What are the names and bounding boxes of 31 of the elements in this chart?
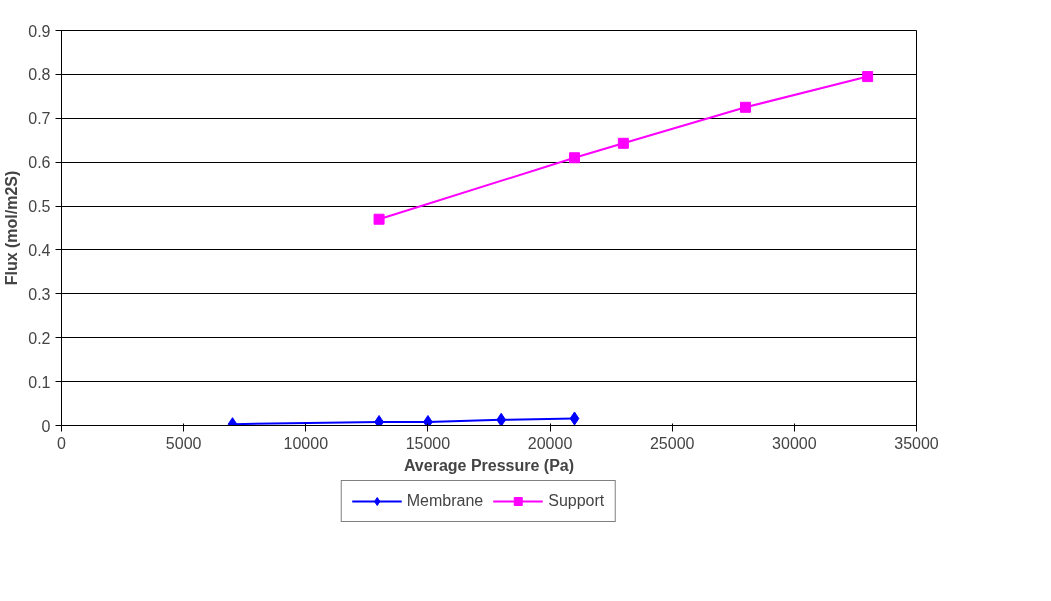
y-tick-label: 0.3 xyxy=(28,285,51,303)
point xyxy=(569,152,580,164)
y-tick-label: 0.9 xyxy=(28,22,51,40)
point xyxy=(373,213,385,225)
point xyxy=(617,137,629,149)
y-axis-title: Flux (mol/m2S) xyxy=(3,170,21,286)
y-tick-label: 0.1 xyxy=(28,373,51,391)
point xyxy=(423,414,433,426)
x-tick-label: 30000 xyxy=(772,434,817,452)
x-tick-label: 0 xyxy=(57,434,67,452)
y-tick-label: 0.7 xyxy=(28,110,51,128)
point xyxy=(569,411,580,426)
x-axis-title: Average Pressure (Pa) xyxy=(403,456,575,474)
y-tick-label: 0.5 xyxy=(28,198,51,216)
x-tick-label: 35000 xyxy=(894,434,939,452)
y-tick-label: 0.4 xyxy=(28,241,51,259)
y-tick-label: 0.6 xyxy=(28,154,51,172)
point xyxy=(374,414,384,426)
x-tick-label: 25000 xyxy=(649,434,695,452)
y-tick-label: 0 xyxy=(41,417,51,435)
point xyxy=(496,412,507,426)
point xyxy=(862,71,874,83)
legend-label: Support xyxy=(548,492,605,510)
y-tick-label: 0.8 xyxy=(28,66,51,84)
x-tick-label: 15000 xyxy=(405,434,451,452)
x-tick-label: 20000 xyxy=(527,434,573,452)
legend-label: Membrane xyxy=(406,492,484,510)
x-tick-label: 5000 xyxy=(165,434,202,452)
point xyxy=(740,101,751,113)
x-tick-label: 10000 xyxy=(283,434,329,452)
y-tick-label: 0.2 xyxy=(28,329,51,347)
